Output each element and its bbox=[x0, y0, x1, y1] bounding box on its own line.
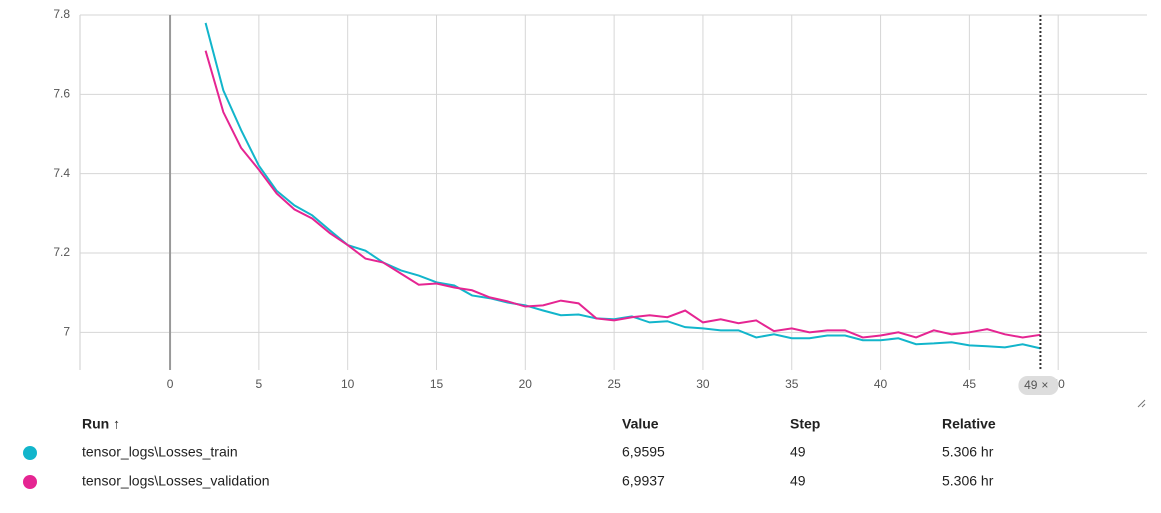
y-tick-label: 7.2 bbox=[53, 245, 70, 259]
x-tick-label: 30 bbox=[696, 377, 710, 391]
cursor-badge bbox=[1018, 376, 1059, 395]
table-header: Relative bbox=[942, 416, 996, 432]
table-cell: 5.306 hr bbox=[942, 473, 994, 489]
series-line bbox=[204, 50, 1041, 339]
x-tick-label: 5 bbox=[256, 377, 263, 391]
table-header: Value bbox=[622, 416, 659, 432]
x-tick-label: 0 bbox=[167, 377, 174, 391]
x-tick-label: 40 bbox=[874, 377, 888, 391]
x-tick-label: 45 bbox=[963, 377, 977, 391]
plot-lines bbox=[204, 22, 1041, 350]
cursor-close[interactable]: × bbox=[1041, 378, 1048, 392]
run-color bbox=[23, 446, 37, 460]
table-cell: 5.306 hr bbox=[942, 444, 994, 460]
table-cell: 49 bbox=[790, 444, 806, 460]
table-cell: 49 bbox=[790, 473, 806, 489]
table-cell: 6,9595 bbox=[622, 444, 665, 460]
x-tick-label: 15 bbox=[430, 377, 444, 391]
series-line bbox=[204, 22, 1041, 350]
resize-handle[interactable] bbox=[1137, 399, 1146, 408]
x-tick-label: 25 bbox=[607, 377, 621, 391]
y-tick-label: 7.8 bbox=[53, 7, 70, 21]
y-tick-label: 7.6 bbox=[53, 87, 70, 101]
table-header: Run ↑ bbox=[82, 416, 120, 432]
table-header: Step bbox=[790, 416, 820, 432]
x-tick-label: 10 bbox=[341, 377, 355, 391]
y-tick-label: 7.4 bbox=[53, 166, 70, 180]
run-name: tensor_logs\Losses_train bbox=[82, 444, 238, 460]
run-color bbox=[23, 475, 37, 489]
x-tick-label: 20 bbox=[519, 377, 533, 391]
run-name: tensor_logs\Losses_validation bbox=[82, 473, 270, 489]
x-tick-label: 35 bbox=[785, 377, 799, 391]
y-tick-label: 7 bbox=[63, 324, 70, 338]
table-cell: 6,9937 bbox=[622, 473, 665, 489]
cursor-step-label: 49 bbox=[1024, 378, 1038, 392]
